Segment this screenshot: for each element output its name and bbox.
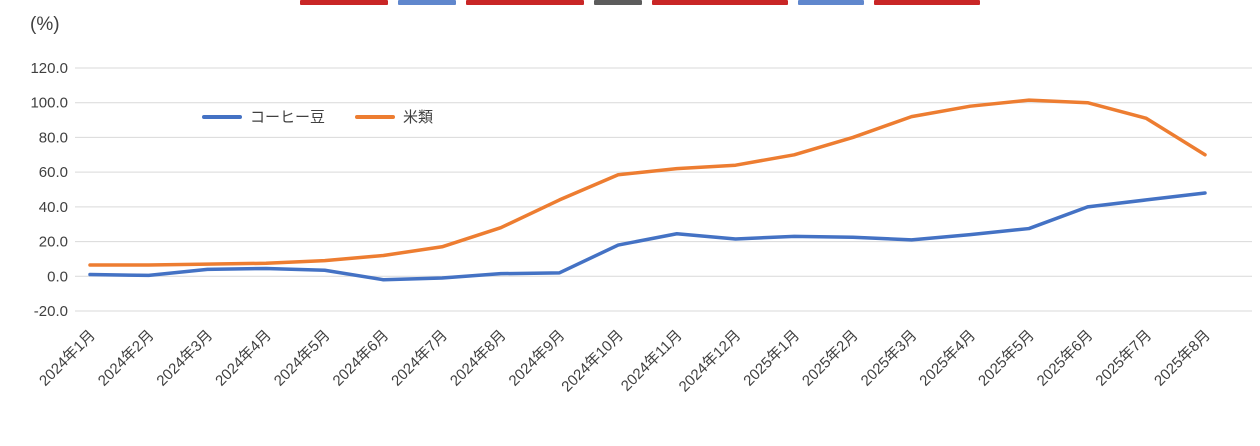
svg-text:2024年3月: 2024年3月: [153, 327, 216, 390]
svg-text:100.0: 100.0: [30, 95, 68, 112]
svg-text:120.0: 120.0: [30, 60, 68, 77]
svg-text:2024年6月: 2024年6月: [330, 327, 393, 390]
clipped-chart-title: [300, 0, 980, 6]
title-fragment: [594, 0, 642, 5]
svg-text:2025年3月: 2025年3月: [858, 327, 921, 390]
svg-text:2024年10月: 2024年10月: [558, 327, 627, 396]
title-fragment: [300, 0, 388, 5]
svg-text:2024年5月: 2024年5月: [271, 327, 334, 390]
legend-swatch-coffee: [202, 114, 242, 119]
svg-text:-20.0: -20.0: [34, 303, 68, 320]
title-fragment: [466, 0, 584, 5]
legend-item-rice: 米類: [355, 106, 433, 127]
svg-text:2024年2月: 2024年2月: [95, 327, 158, 390]
svg-text:2024年9月: 2024年9月: [506, 327, 569, 390]
svg-text:2024年4月: 2024年4月: [212, 327, 275, 390]
y-axis-unit-label: (%): [30, 14, 60, 35]
svg-text:2024年1月: 2024年1月: [36, 327, 99, 390]
legend-label-rice: 米類: [403, 109, 434, 126]
title-fragment: [874, 0, 980, 5]
legend-swatch-rice: [355, 114, 396, 119]
svg-text:2025年1月: 2025年1月: [740, 327, 803, 390]
title-fragment: [652, 0, 788, 5]
svg-text:20.0: 20.0: [39, 234, 68, 251]
svg-text:2024年8月: 2024年8月: [447, 327, 510, 390]
legend-item-coffee: コーヒー豆: [202, 106, 325, 127]
svg-text:2025年5月: 2025年5月: [975, 327, 1038, 390]
svg-text:2025年6月: 2025年6月: [1034, 327, 1097, 390]
svg-text:60.0: 60.0: [39, 164, 68, 181]
svg-text:2024年7月: 2024年7月: [388, 327, 451, 390]
legend-label-coffee: コーヒー豆: [250, 109, 326, 126]
svg-text:80.0: 80.0: [39, 129, 68, 146]
svg-text:2025年2月: 2025年2月: [799, 327, 862, 390]
svg-text:2025年8月: 2025年8月: [1151, 327, 1214, 390]
svg-text:40.0: 40.0: [39, 199, 68, 216]
title-fragment: [398, 0, 456, 5]
chart-legend: コーヒー豆 米類: [202, 106, 433, 127]
svg-text:2025年7月: 2025年7月: [1092, 327, 1155, 390]
svg-text:2024年12月: 2024年12月: [676, 327, 745, 396]
svg-text:0.0: 0.0: [47, 268, 68, 285]
svg-text:2025年4月: 2025年4月: [916, 327, 979, 390]
title-fragment: [798, 0, 864, 5]
